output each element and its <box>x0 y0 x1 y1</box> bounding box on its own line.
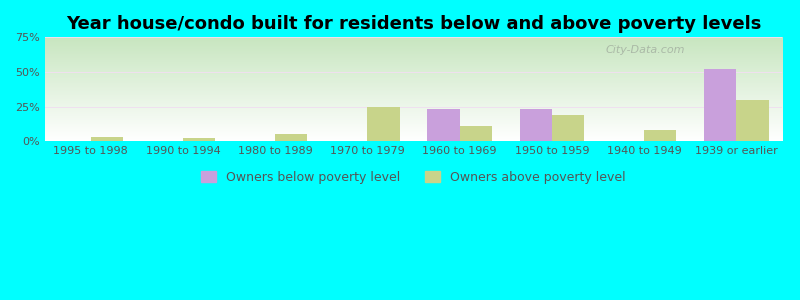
Bar <box>704 69 736 141</box>
Bar <box>367 106 400 141</box>
Bar <box>644 130 676 141</box>
Bar <box>736 100 769 141</box>
Bar <box>519 109 552 141</box>
Bar <box>460 126 492 141</box>
Bar <box>275 134 307 141</box>
Bar <box>183 138 215 141</box>
Text: City-Data.com: City-Data.com <box>606 45 685 55</box>
Bar <box>552 115 584 141</box>
Title: Year house/condo built for residents below and above poverty levels: Year house/condo built for residents bel… <box>66 15 761 33</box>
Bar <box>427 109 460 141</box>
Bar <box>90 137 123 141</box>
Legend: Owners below poverty level, Owners above poverty level: Owners below poverty level, Owners above… <box>196 166 631 189</box>
